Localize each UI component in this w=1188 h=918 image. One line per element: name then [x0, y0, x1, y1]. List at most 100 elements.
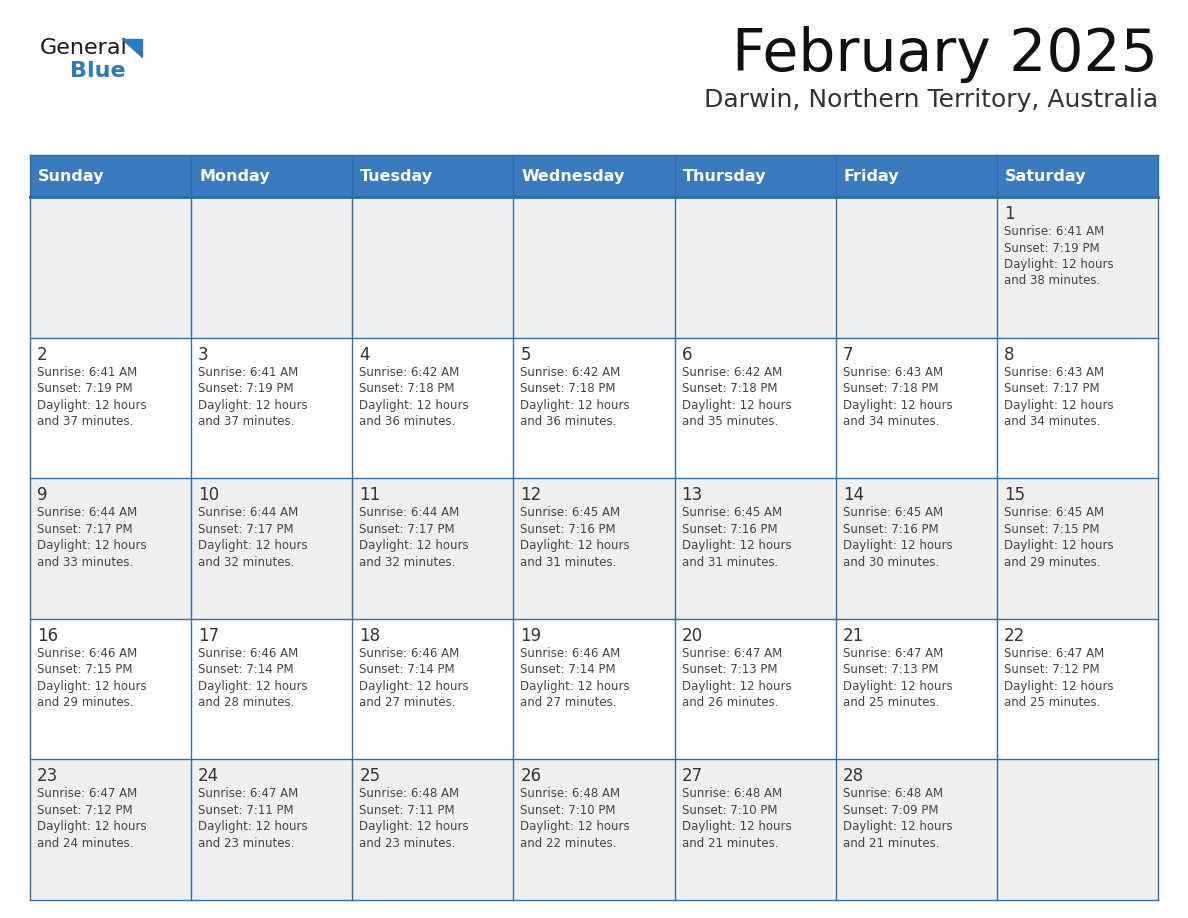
Text: 10: 10 [198, 487, 220, 504]
Text: and 33 minutes.: and 33 minutes. [37, 555, 133, 568]
Bar [835, 619, 997, 759]
Bar [353, 338, 513, 478]
Text: and 26 minutes.: and 26 minutes. [682, 696, 778, 710]
Text: General: General [40, 38, 128, 58]
Bar [675, 197, 835, 338]
Text: Sunrise: 6:47 AM: Sunrise: 6:47 AM [682, 647, 782, 660]
Text: 20: 20 [682, 627, 702, 644]
Text: Darwin, Northern Territory, Australia: Darwin, Northern Territory, Australia [703, 88, 1158, 112]
Text: 18: 18 [359, 627, 380, 644]
Text: Sunrise: 6:41 AM: Sunrise: 6:41 AM [1004, 225, 1104, 238]
Text: Daylight: 12 hours: Daylight: 12 hours [682, 821, 791, 834]
Bar [513, 619, 675, 759]
Text: Monday: Monday [200, 169, 270, 184]
Text: Daylight: 12 hours: Daylight: 12 hours [842, 398, 953, 411]
Text: Sunrise: 6:47 AM: Sunrise: 6:47 AM [1004, 647, 1104, 660]
Text: 27: 27 [682, 767, 702, 786]
Text: 24: 24 [198, 767, 220, 786]
Text: Sunset: 7:18 PM: Sunset: 7:18 PM [520, 382, 615, 395]
Bar [675, 759, 835, 900]
Text: 1: 1 [1004, 205, 1015, 223]
Text: 5: 5 [520, 345, 531, 364]
Text: 9: 9 [37, 487, 48, 504]
Text: and 29 minutes.: and 29 minutes. [37, 696, 133, 710]
Text: and 38 minutes.: and 38 minutes. [1004, 274, 1100, 287]
Text: Sunrise: 6:47 AM: Sunrise: 6:47 AM [198, 788, 298, 800]
Text: Daylight: 12 hours: Daylight: 12 hours [359, 821, 469, 834]
Text: Sunset: 7:18 PM: Sunset: 7:18 PM [682, 382, 777, 395]
Text: Sunset: 7:12 PM: Sunset: 7:12 PM [37, 804, 133, 817]
Text: Sunrise: 6:42 AM: Sunrise: 6:42 AM [682, 365, 782, 378]
Text: Sunset: 7:18 PM: Sunset: 7:18 PM [359, 382, 455, 395]
Bar [191, 155, 353, 197]
Text: Daylight: 12 hours: Daylight: 12 hours [37, 821, 146, 834]
Text: Daylight: 12 hours: Daylight: 12 hours [1004, 398, 1113, 411]
Text: Sunset: 7:16 PM: Sunset: 7:16 PM [842, 522, 939, 536]
Text: 6: 6 [682, 345, 693, 364]
Bar [997, 478, 1158, 619]
Text: and 24 minutes.: and 24 minutes. [37, 837, 133, 850]
Text: 13: 13 [682, 487, 703, 504]
Bar [353, 155, 513, 197]
Text: Sunrise: 6:44 AM: Sunrise: 6:44 AM [37, 506, 138, 520]
Bar [997, 197, 1158, 338]
Text: Wednesday: Wednesday [522, 169, 625, 184]
Text: 12: 12 [520, 487, 542, 504]
Text: Sunrise: 6:43 AM: Sunrise: 6:43 AM [1004, 365, 1104, 378]
Bar [997, 759, 1158, 900]
Text: Daylight: 12 hours: Daylight: 12 hours [842, 680, 953, 693]
Text: and 23 minutes.: and 23 minutes. [359, 837, 456, 850]
Text: Tuesday: Tuesday [360, 169, 434, 184]
Bar [353, 197, 513, 338]
Text: Sunrise: 6:48 AM: Sunrise: 6:48 AM [842, 788, 943, 800]
Text: Daylight: 12 hours: Daylight: 12 hours [842, 821, 953, 834]
Text: Daylight: 12 hours: Daylight: 12 hours [682, 680, 791, 693]
Text: 3: 3 [198, 345, 209, 364]
Text: Sunday: Sunday [38, 169, 105, 184]
Bar [835, 338, 997, 478]
Text: February 2025: February 2025 [732, 26, 1158, 83]
Text: Saturday: Saturday [1005, 169, 1086, 184]
Text: and 31 minutes.: and 31 minutes. [682, 555, 778, 568]
Bar [353, 478, 513, 619]
Bar [997, 155, 1158, 197]
Bar [997, 619, 1158, 759]
Text: and 27 minutes.: and 27 minutes. [520, 696, 617, 710]
Text: and 36 minutes.: and 36 minutes. [359, 415, 456, 428]
Bar [835, 759, 997, 900]
Text: Sunrise: 6:48 AM: Sunrise: 6:48 AM [682, 788, 782, 800]
Text: Sunset: 7:10 PM: Sunset: 7:10 PM [682, 804, 777, 817]
Text: Daylight: 12 hours: Daylight: 12 hours [842, 539, 953, 553]
Text: Sunrise: 6:44 AM: Sunrise: 6:44 AM [198, 506, 298, 520]
Polygon shape [122, 39, 143, 57]
Text: Sunrise: 6:46 AM: Sunrise: 6:46 AM [520, 647, 620, 660]
Text: Daylight: 12 hours: Daylight: 12 hours [198, 821, 308, 834]
Text: and 21 minutes.: and 21 minutes. [682, 837, 778, 850]
Text: Daylight: 12 hours: Daylight: 12 hours [682, 539, 791, 553]
Text: Sunrise: 6:41 AM: Sunrise: 6:41 AM [198, 365, 298, 378]
Text: Sunrise: 6:43 AM: Sunrise: 6:43 AM [842, 365, 943, 378]
Text: Sunset: 7:14 PM: Sunset: 7:14 PM [198, 664, 293, 677]
Text: and 31 minutes.: and 31 minutes. [520, 555, 617, 568]
Text: Daylight: 12 hours: Daylight: 12 hours [1004, 680, 1113, 693]
Bar [353, 759, 513, 900]
Text: Sunset: 7:14 PM: Sunset: 7:14 PM [359, 664, 455, 677]
Text: 25: 25 [359, 767, 380, 786]
Text: Daylight: 12 hours: Daylight: 12 hours [1004, 539, 1113, 553]
Bar [675, 619, 835, 759]
Bar [191, 197, 353, 338]
Text: Daylight: 12 hours: Daylight: 12 hours [359, 398, 469, 411]
Text: Sunset: 7:11 PM: Sunset: 7:11 PM [198, 804, 293, 817]
Text: Sunset: 7:11 PM: Sunset: 7:11 PM [359, 804, 455, 817]
Text: Sunrise: 6:48 AM: Sunrise: 6:48 AM [520, 788, 620, 800]
Text: Sunset: 7:17 PM: Sunset: 7:17 PM [1004, 382, 1099, 395]
Text: Blue: Blue [70, 61, 126, 81]
Text: and 30 minutes.: and 30 minutes. [842, 555, 939, 568]
Text: Sunset: 7:16 PM: Sunset: 7:16 PM [682, 522, 777, 536]
Text: 28: 28 [842, 767, 864, 786]
Text: and 25 minutes.: and 25 minutes. [1004, 696, 1100, 710]
Text: 7: 7 [842, 345, 853, 364]
Text: and 21 minutes.: and 21 minutes. [842, 837, 940, 850]
Text: and 36 minutes.: and 36 minutes. [520, 415, 617, 428]
Text: Thursday: Thursday [683, 169, 766, 184]
